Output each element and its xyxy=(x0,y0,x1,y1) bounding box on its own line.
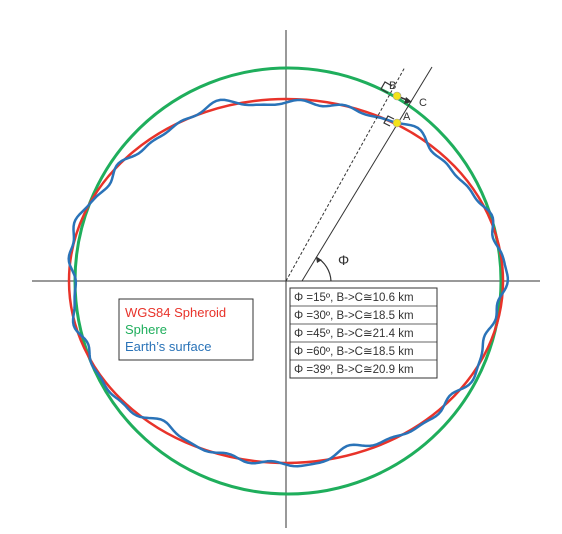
spheroid-ellipse xyxy=(67,97,505,465)
table-row: Φ =60º, B->C≅18.5 km xyxy=(294,346,414,358)
table-row: Φ =30º, B->C≅18.5 km xyxy=(294,310,414,322)
table-row: Φ =45º, B->C≅21.4 km xyxy=(294,328,414,340)
point-b-marker xyxy=(392,91,402,101)
point-a-marker xyxy=(392,118,402,128)
point-c-label: C xyxy=(419,97,427,109)
table-row: Φ =39º, B->C≅20.9 km xyxy=(294,364,414,376)
right-angle-marker-a xyxy=(383,115,395,127)
values-table xyxy=(289,287,438,379)
b-to-c-arrowhead xyxy=(404,97,412,104)
legend-spheroid: WGS84 Spheroid xyxy=(125,305,226,320)
table-row: Φ =15º, B->C≅10.6 km xyxy=(294,292,414,304)
angle-arrowhead xyxy=(316,257,322,263)
angle-label: Φ xyxy=(338,252,349,268)
geocentric-dashed-line xyxy=(285,66,406,282)
legend-sphere: Sphere xyxy=(125,322,167,337)
point-a-label: A xyxy=(403,111,411,123)
point-b-label: B xyxy=(389,80,396,92)
right-angle-marker-b xyxy=(380,81,393,94)
normal-line xyxy=(301,66,433,282)
legend-box xyxy=(118,298,254,361)
legend-surface: Earth’s surface xyxy=(125,339,211,354)
